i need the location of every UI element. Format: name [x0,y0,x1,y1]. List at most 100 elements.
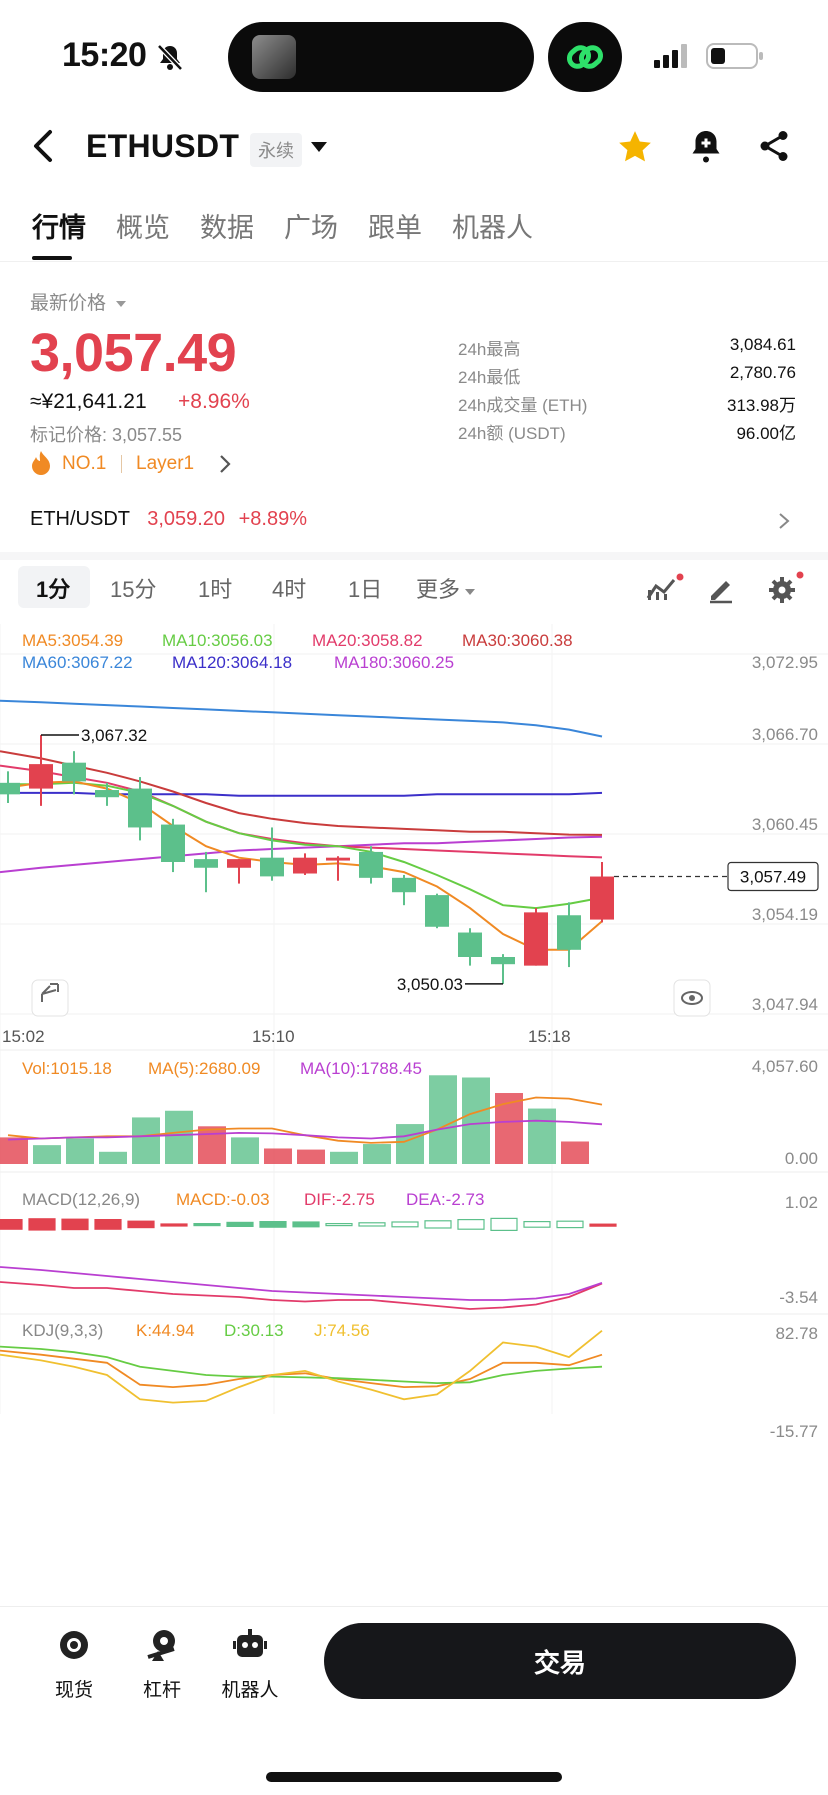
spot-pair-label: ETH/USDT [30,508,130,530]
macd-legend-item: DEA:-2.73 [406,1190,484,1209]
kdj-d-line [0,1345,603,1385]
stat-24h-turnover: 24h额 (USDT) 96.00亿 [458,419,796,444]
rank-divider [121,455,122,473]
caret-down-icon [465,589,476,595]
kline-chart[interactable]: 3,072.95 3,066.70 3,060.45 3,054.19 3,047.94… [0,624,828,1604]
volume-bar [99,1151,127,1164]
high-marker-label: 3,067.32 [81,726,147,745]
expand-icon [41,983,59,1002]
bot-nav-label: 机器人 [221,1680,279,1701]
macd-histogram-bar [127,1220,155,1229]
gate-activity-pill[interactable] [548,22,622,92]
volume-bar [429,1075,457,1164]
share-icon[interactable] [756,128,792,164]
interval-1h[interactable]: 1时 [198,577,233,602]
candle-body [557,915,581,950]
tab-copy-trade[interactable]: 跟单 [368,213,422,243]
spot-coins-icon [60,1631,88,1659]
ma-legend-item: MA60:3067.22 [22,653,133,672]
margin-nav-item[interactable]: 杠杆 [122,1627,202,1702]
spot-pair-price: 3,059.20 [147,508,226,530]
candle-body [227,859,251,868]
interval-more[interactable]: 更多 [416,572,476,604]
spot-pair-row[interactable]: ETH/USDT 3,059.20 +8.89% [30,508,800,531]
tab-market[interactable]: 行情 [32,213,86,243]
divider [0,552,828,560]
volume-axis-min: 0.00 [785,1149,818,1168]
volume-bar [264,1148,292,1164]
volume-bar [462,1077,490,1164]
macd-histogram-bar [28,1218,56,1231]
kdj-k-line [0,1349,603,1389]
time-axis-label: 15:02 [2,1027,45,1046]
interval-1d[interactable]: 1日 [348,577,383,602]
candle-body [326,857,350,861]
candle-body [392,877,416,893]
volume-bar [66,1138,94,1164]
macd-legend-item: MACD:-0.03 [176,1190,270,1209]
spot-pair-change: +8.89% [238,508,308,530]
back-icon[interactable] [28,128,60,164]
interval-1m[interactable]: 1分 [36,577,71,602]
volume-bar [561,1141,589,1164]
candle-body [293,857,317,874]
settings-gear-icon[interactable] [766,570,806,606]
macd-histogram-bar [556,1220,584,1229]
active-tab-indicator [32,256,72,260]
interval-4h[interactable]: 4时 [272,577,307,602]
latest-price-label[interactable]: 最新价格 [30,288,127,315]
kdj-legend-item: KDJ(9,3,3) [22,1321,103,1340]
price-axis-label: 3,047.94 [752,995,818,1014]
ma-line-ma60 [0,699,603,738]
macd-histogram-bar [226,1221,254,1227]
category-badge[interactable]: Layer1 [136,453,195,474]
tab-bot[interactable]: 机器人 [452,213,533,243]
macd-dea-line [0,1266,603,1301]
macd-histogram-bar [160,1223,188,1227]
candle-body [128,788,152,828]
price-alert-icon[interactable] [688,128,724,164]
tab-square[interactable]: 广场 [284,213,338,243]
home-indicator [266,1772,562,1782]
interval-15m[interactable]: 15分 [110,577,157,602]
trade-button[interactable]: 交易 [324,1623,796,1699]
kdj-legend-item: D:30.13 [224,1321,284,1340]
ma-line-ma30 [0,750,603,836]
candle-body [425,895,449,927]
macd-histogram-bar [523,1220,551,1228]
macd-legend-item: DIF:-2.75 [304,1190,375,1209]
draw-pen-icon[interactable] [706,574,736,604]
rank-badge: NO.1 [62,453,107,474]
volume-bar [528,1108,556,1164]
bot-nav-item[interactable]: 机器人 [210,1627,290,1702]
stat-label: 24h最高 [458,340,521,359]
ma-line-ma180 [0,835,603,874]
volume-ma10-line [7,1119,603,1141]
price-axis-label: 3,054.19 [752,905,818,924]
fire-icon [32,451,50,475]
ma-line-ma20 [0,764,603,859]
ma-line-ma10 [0,781,603,910]
current-price-box [727,861,819,892]
tab-data[interactable]: 数据 [200,213,254,243]
volume-legend-item: MA(5):2680.09 [148,1059,260,1078]
symbol-dropdown-icon[interactable] [310,140,328,154]
stat-24h-low: 24h最低 2,780.76 [458,363,796,388]
volume-bar [330,1151,358,1164]
candle-body [524,912,548,966]
chevron-right-icon [779,513,790,529]
chevron-right-icon[interactable] [218,454,232,474]
symbol-title[interactable]: ETHUSDT [86,128,240,164]
time-axis-label: 15:18 [528,1027,571,1046]
tab-overview[interactable]: 概览 [116,213,170,243]
stat-24h-volume: 24h成交量 (ETH) 313.98万 [458,391,796,416]
candle-body [260,857,284,877]
indicator-icon[interactable] [644,572,684,604]
volume-bar [396,1124,424,1164]
favorite-star-icon[interactable] [616,128,654,166]
spot-nav-item[interactable]: 现货 [34,1627,114,1702]
volume-bar [363,1144,391,1164]
spot-nav-label: 现货 [54,1680,93,1701]
ma-legend-item: MA30:3060.38 [462,631,573,650]
status-time: 15:20 [62,36,147,74]
